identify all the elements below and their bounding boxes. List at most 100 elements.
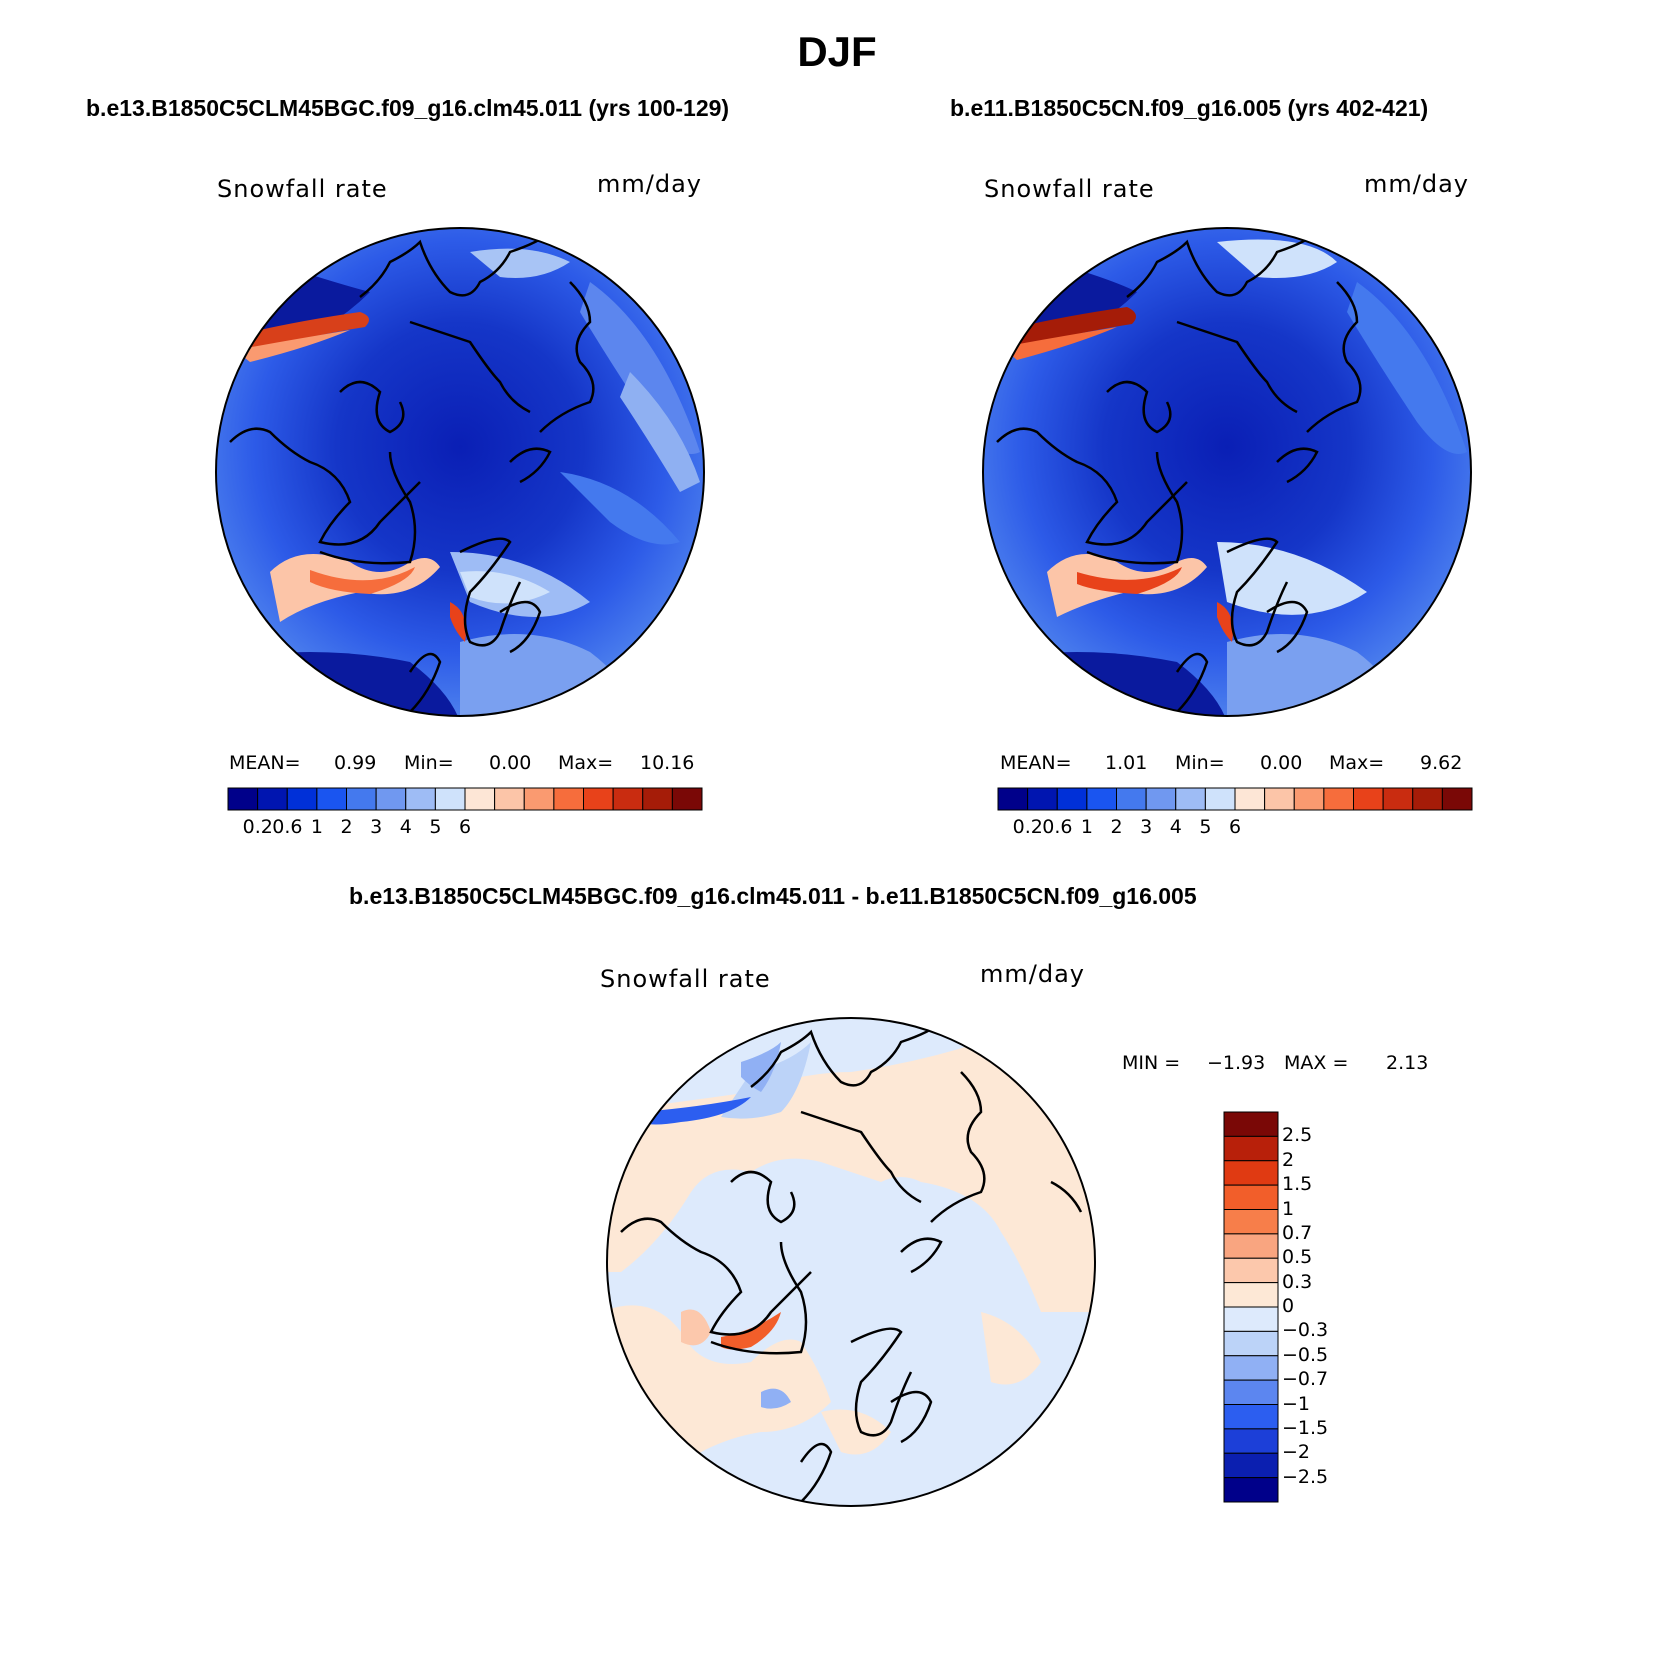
case1-colorbar-swatch [671, 787, 703, 811]
case2-colorbar-swatch [1441, 787, 1473, 811]
diff-colorbar-swatch [1223, 1355, 1279, 1381]
case1-colorbar-tick-label: 5 [429, 816, 442, 838]
case2-colorbar-tick-label: 0.2 [1012, 816, 1043, 838]
diff-colorbar-tick-label: 0 [1282, 1295, 1295, 1317]
case2-colorbar-swatch [1323, 787, 1354, 811]
case1-colorbar-swatch [227, 787, 259, 811]
case2-colorbar-tick-label: 5 [1199, 816, 1212, 838]
diff-colorbar-swatch [1223, 1209, 1279, 1235]
case1-colorbar-swatch [553, 787, 584, 811]
case1-variable-label: Snowfall rate [217, 175, 388, 203]
case2-colorbar-tick-label: 0.6 [1042, 816, 1073, 838]
diff-colorbar-tick-label: −1.5 [1282, 1416, 1329, 1439]
case2-colorbar-swatch [1234, 787, 1266, 811]
case1-colorbar-swatch [612, 787, 644, 811]
diff-colorbar-swatch [1223, 1306, 1279, 1332]
case1-colorbar-swatch [257, 787, 288, 811]
diff-colorbar-swatch [1223, 1160, 1279, 1186]
case2-colorbar-swatch [1412, 787, 1443, 811]
diff-colorbar-swatch [1223, 1257, 1279, 1284]
case1-colorbar [227, 787, 703, 811]
case2-variable-label: Snowfall rate [984, 175, 1155, 203]
case2-mean-value: 1.01 [1105, 752, 1148, 774]
diff-colorbar-swatch [1223, 1379, 1279, 1405]
case1-colorbar-swatch [642, 787, 673, 811]
diff-colorbar-swatch [1223, 1452, 1279, 1479]
case2-polar-map [982, 227, 1472, 717]
case2-title: b.e11.B1850C5CN.f09_g16.005 (yrs 402-421… [950, 95, 1429, 121]
case1-colorbar-tick-label: 3 [370, 816, 383, 838]
case2-mean-label: MEAN= [1000, 752, 1072, 774]
case1-polar-map [215, 227, 705, 717]
case1-colorbar-swatch [346, 787, 377, 811]
case2-colorbar [997, 787, 1473, 811]
diff-colorbar [1223, 1111, 1279, 1503]
diff-colorbar-tick-label: 1.5 [1282, 1173, 1313, 1196]
diff-min-value: −1.93 [1207, 1052, 1266, 1074]
case2-max-value: 9.62 [1420, 752, 1463, 774]
diff-colorbar-swatch [1223, 1330, 1279, 1357]
diff-colorbar-tick-label: −2 [1282, 1441, 1311, 1464]
diff-colorbar-swatch [1223, 1135, 1279, 1162]
case1-colorbar-tick-label: 0.2 [242, 816, 273, 838]
diff-colorbar-swatch [1223, 1477, 1279, 1503]
case1-colorbar-tick-label: 0.6 [272, 816, 303, 838]
case1-colorbar-swatch [286, 787, 318, 811]
case1-max-value: 10.16 [640, 752, 695, 774]
case1-colorbar-swatch [316, 787, 347, 811]
diff-min-label: MIN = [1122, 1052, 1181, 1074]
diff-max-value: 2.13 [1386, 1052, 1429, 1074]
case1-colorbar-tick-label: 6 [458, 816, 472, 838]
diff-colorbar-swatch [1223, 1184, 1279, 1210]
case2-colorbar-tick-label: 2 [1110, 816, 1123, 838]
diff-polar-map [606, 1017, 1096, 1507]
case1-colorbar-swatch [405, 787, 436, 811]
diff-colorbar-tick-label: −2.5 [1282, 1465, 1329, 1488]
case1-min-label: Min= [404, 752, 454, 774]
page-title: DJF [797, 28, 877, 75]
case1-colorbar-swatch [583, 787, 614, 811]
case2-colorbar-swatch [1204, 787, 1236, 811]
diff-colorbar-tick-label: 2.5 [1282, 1124, 1313, 1147]
case1-colorbar-swatch [523, 787, 555, 811]
case1-colorbar-swatch [464, 787, 496, 811]
diff-colorbar-swatch [1223, 1428, 1279, 1454]
diff-colorbar-tick-label: −1 [1282, 1392, 1311, 1415]
case2-units-label: mm/day [1364, 170, 1469, 198]
coastlines [996, 231, 1362, 713]
diff-variable-label: Snowfall rate [600, 965, 771, 993]
case2-colorbar-swatch [1175, 787, 1206, 811]
case2-max-label: Max= [1329, 752, 1385, 774]
diff-colorbar-tick-label: 0.3 [1282, 1270, 1313, 1293]
diff-colorbar-tick-label: −0.5 [1282, 1343, 1329, 1366]
case1-min-value: 0.00 [489, 752, 532, 774]
case2-min-label: Min= [1175, 752, 1225, 774]
case2-colorbar-tick-label: 1 [1080, 816, 1093, 838]
case2-colorbar-tick-label: 4 [1169, 816, 1182, 838]
case1-max-label: Max= [558, 752, 614, 774]
case2-colorbar-swatch [1264, 787, 1295, 811]
diff-max-label: MAX = [1284, 1052, 1349, 1074]
case2-colorbar-swatch [1086, 787, 1117, 811]
diff-colorbar-swatch [1223, 1282, 1279, 1308]
case2-colorbar-swatch [1116, 787, 1147, 811]
case2-colorbar-tick-label: 6 [1228, 816, 1242, 838]
case1-title: b.e13.B1850C5CLM45BGC.f09_g16.clm45.011 … [86, 95, 730, 121]
case2-colorbar-swatch [1027, 787, 1058, 811]
diff-colorbar-swatch [1223, 1404, 1279, 1430]
case1-colorbar-tick-label: 4 [399, 816, 412, 838]
case1-colorbar-tick-label: 2 [340, 816, 353, 838]
case1-colorbar-swatch [434, 787, 466, 811]
case2-colorbar-swatch [1353, 787, 1384, 811]
coastlines [229, 231, 595, 713]
case2-colorbar-swatch [1293, 787, 1325, 811]
case1-colorbar-swatch [494, 787, 525, 811]
case1-colorbar-swatch [375, 787, 407, 811]
case1-colorbar-tick-label: 1 [310, 816, 323, 838]
diff-title: b.e13.B1850C5CLM45BGC.f09_g16.clm45.011 … [349, 883, 1197, 909]
diff-colorbar-tick-label: −0.3 [1282, 1319, 1329, 1342]
case2-colorbar-swatch [1382, 787, 1414, 811]
case2-colorbar-tick-label: 3 [1140, 816, 1153, 838]
case2-min-value: 0.00 [1260, 752, 1303, 774]
diff-colorbar-tick-label: 2 [1282, 1148, 1295, 1171]
